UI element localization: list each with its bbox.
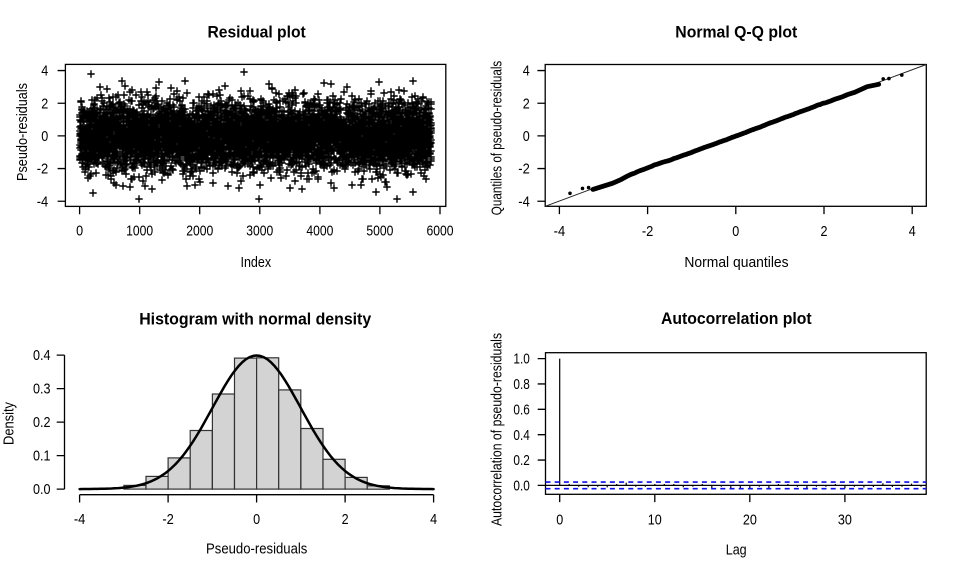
svg-text:Pseudo-residuals: Pseudo-residuals — [206, 541, 307, 557]
svg-text:2: 2 — [523, 96, 530, 112]
svg-text:-2: -2 — [37, 162, 49, 178]
svg-text:2: 2 — [342, 512, 349, 528]
svg-text:0.0: 0.0 — [513, 479, 529, 495]
svg-text:Lag: Lag — [726, 543, 747, 559]
svg-text:Residual plot: Residual plot — [207, 24, 306, 42]
svg-text:-2: -2 — [642, 224, 654, 240]
svg-text:-4: -4 — [74, 512, 86, 528]
svg-text:0.2: 0.2 — [513, 453, 529, 469]
svg-text:0: 0 — [556, 513, 563, 529]
svg-text:1.0: 1.0 — [513, 352, 529, 368]
svg-text:5000: 5000 — [366, 224, 393, 240]
svg-text:10: 10 — [648, 513, 662, 529]
svg-text:0.4: 0.4 — [33, 348, 51, 364]
svg-text:4000: 4000 — [306, 224, 333, 240]
svg-text:4: 4 — [430, 512, 437, 528]
svg-text:3000: 3000 — [246, 224, 273, 240]
svg-text:4: 4 — [523, 64, 530, 80]
svg-text:0: 0 — [253, 512, 260, 528]
svg-text:30: 30 — [838, 513, 852, 529]
svg-text:1000: 1000 — [126, 224, 153, 240]
svg-text:2: 2 — [41, 96, 48, 112]
svg-text:-2: -2 — [518, 162, 530, 178]
svg-text:4: 4 — [41, 64, 48, 80]
svg-text:Pseudo-residuals: Pseudo-residuals — [15, 83, 31, 181]
svg-text:0.6: 0.6 — [513, 402, 529, 418]
svg-text:20: 20 — [743, 513, 757, 529]
svg-text:0.0: 0.0 — [33, 482, 51, 498]
svg-text:0.1: 0.1 — [33, 449, 51, 465]
svg-text:0: 0 — [41, 129, 48, 145]
svg-text:0.4: 0.4 — [513, 428, 529, 444]
svg-text:0: 0 — [76, 224, 83, 240]
svg-text:Histogram with normal density: Histogram with normal density — [139, 310, 371, 328]
svg-text:-4: -4 — [554, 224, 566, 240]
svg-text:0.8: 0.8 — [513, 377, 529, 393]
svg-text:-4: -4 — [518, 194, 530, 210]
svg-text:Density: Density — [2, 401, 18, 445]
svg-text:-4: -4 — [37, 194, 49, 210]
svg-text:2000: 2000 — [186, 224, 213, 240]
svg-text:Index: Index — [241, 255, 272, 271]
svg-text:2: 2 — [821, 224, 828, 240]
svg-text:Quantiles of pseudo-residuals: Quantiles of pseudo-residuals — [490, 61, 506, 216]
svg-text:0: 0 — [732, 224, 739, 240]
svg-text:0.3: 0.3 — [33, 382, 51, 398]
svg-text:0.2: 0.2 — [33, 415, 51, 431]
svg-text:0: 0 — [523, 129, 530, 145]
svg-text:Normal quantiles: Normal quantiles — [684, 255, 788, 271]
svg-text:6000: 6000 — [427, 224, 454, 240]
svg-text:Autocorrelation of pseudo-resi: Autocorrelation of pseudo-residuals — [490, 333, 506, 526]
svg-text:4: 4 — [909, 224, 916, 240]
svg-text:Autocorrelation plot: Autocorrelation plot — [661, 310, 812, 328]
svg-text:Normal Q-Q plot: Normal Q-Q plot — [675, 24, 798, 42]
svg-text:-2: -2 — [162, 512, 174, 528]
